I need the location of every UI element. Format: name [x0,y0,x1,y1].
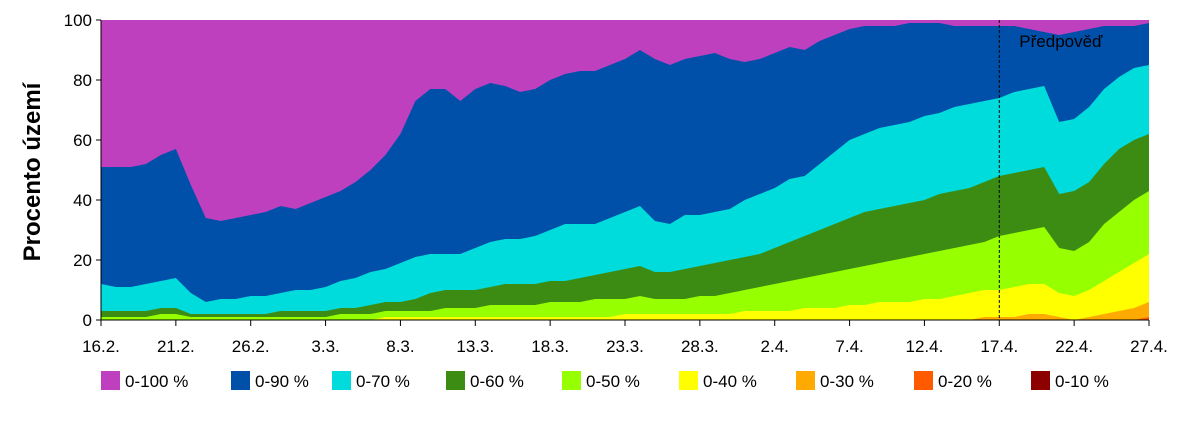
x-tick-label-5: 13.3. [456,337,494,356]
forecast-label: Předpověď [1019,32,1103,51]
legend-label-0-40: 0-40 % [703,372,757,391]
legend-label-0-20: 0-20 % [938,372,992,391]
legend-swatch-0-90 [231,371,250,390]
x-tick-label-11: 12.4. [906,337,944,356]
x-tick-label-8: 28.3. [681,337,719,356]
x-tick-label-3: 3.3. [311,337,339,356]
x-tick-label-7: 23.3. [606,337,644,356]
legend-swatch-0-10 [1031,371,1050,390]
y-tick-label-80: 80 [73,71,92,90]
axes: 0 20 40 60 80 100 16.2. 21.2. 26.2. 3.3. 8.3. 13.3.… [19,11,1168,356]
area-series-group [101,20,1149,320]
x-tick-label-12: 17.4. [980,337,1018,356]
legend-label-0-100: 0-100 % [125,372,188,391]
legend-label-0-70: 0-70 % [356,372,410,391]
forecast-annotation: Předpověď [998,20,1103,320]
y-tick-label-100: 100 [64,11,92,30]
y-tick-label-0: 0 [83,311,92,330]
x-tick-label-1: 21.2. [157,337,195,356]
y-tick-label-20: 20 [73,251,92,270]
legend-label-0-50: 0-50 % [586,372,640,391]
legend-label-0-30: 0-30 % [820,372,874,391]
legend-swatch-0-30 [796,371,815,390]
area-0-30 [101,302,1149,320]
y-tick-label-60: 60 [73,131,92,150]
legend-swatch-0-70 [332,371,351,390]
legend-swatch-0-50 [562,371,581,390]
area-0-50 [101,191,1149,320]
y-axis-label: Procento území [19,81,46,261]
x-tick-label-0: 16.2. [82,337,120,356]
x-tick-label-9: 2.4. [761,337,789,356]
x-tick-label-4: 8.3. [386,337,414,356]
legend-swatch-0-60 [446,371,465,390]
x-tick-label-14: 27.4. [1130,337,1168,356]
legend-label-0-90: 0-90 % [255,372,309,391]
x-tick-label-13: 22.4. [1055,337,1093,356]
area-0-40 [101,254,1149,320]
legend-label-0-60: 0-60 % [470,372,524,391]
x-tick-label-10: 7.4. [835,337,863,356]
legend-swatch-0-100 [101,371,120,390]
y-tick-label-40: 40 [73,191,92,210]
legend-label-0-10: 0-10 % [1055,372,1109,391]
legend-swatch-0-40 [679,371,698,390]
x-tick-label-6: 18.3. [531,337,569,356]
x-tick-label-2: 26.2. [232,337,270,356]
legend-swatch-0-20 [914,371,933,390]
legend: 0-100 % 0-90 % 0-70 % 0-60 % 0-50 % 0-40 % 0-3… [101,371,1109,391]
